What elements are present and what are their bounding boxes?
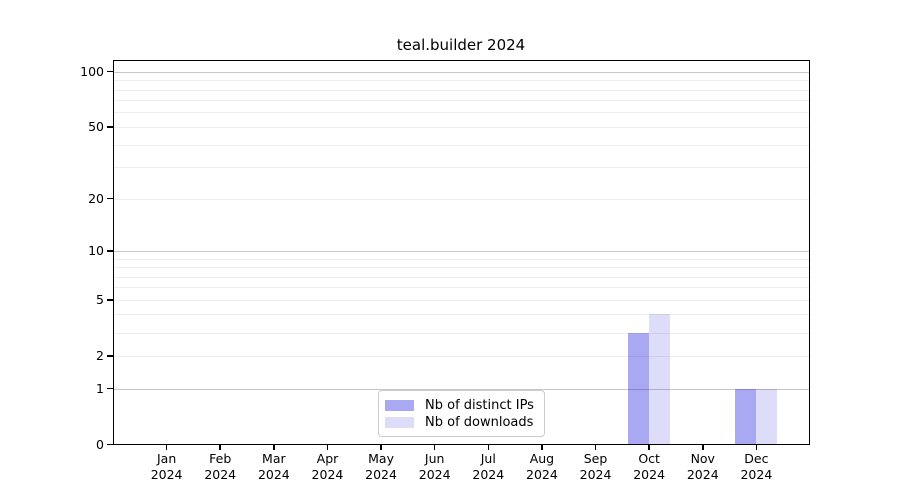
- minor-gridline: [113, 276, 810, 278]
- y-axis-tick-label: 2: [96, 347, 104, 363]
- x-axis-tick-label: Aug 2024: [512, 451, 572, 482]
- minor-gridline: [113, 89, 810, 91]
- y-axis-tick-label: 100: [80, 63, 104, 79]
- month-label: Jul: [480, 451, 496, 466]
- x-axis-tick-label: May 2024: [351, 451, 411, 482]
- year-label: 2024: [579, 466, 612, 482]
- y-axis-tick: [107, 299, 113, 301]
- year-label: 2024: [257, 466, 290, 482]
- month-label: May: [368, 451, 394, 466]
- year-label: 2024: [526, 466, 558, 482]
- x-axis-tick: [219, 444, 221, 450]
- month-label: Oct: [638, 451, 660, 466]
- plot-area-frame: [113, 60, 810, 445]
- x-axis-tick: [433, 444, 436, 450]
- year-label: 2024: [740, 466, 773, 482]
- year-label: 2024: [472, 466, 505, 482]
- minor-gridline: [113, 287, 810, 289]
- y-axis-tick: [107, 70, 113, 73]
- minor-gridline: [113, 299, 810, 301]
- y-axis-tick-label: 50: [88, 118, 104, 134]
- legend-box: Nb of distinct IPs Nb of downloads: [378, 390, 545, 437]
- y-axis-tick-label: 0: [96, 436, 104, 452]
- minor-gridline: [113, 126, 810, 128]
- x-axis-tick-label: Jun 2024: [405, 451, 465, 482]
- year-label: 2024: [418, 466, 451, 482]
- y-axis-tick-label: 10: [88, 242, 104, 258]
- x-axis-tick-label: Jul 2024: [458, 451, 518, 482]
- legend-label: Nb of distinct IPs: [425, 397, 534, 413]
- bar-downloads: [649, 314, 671, 445]
- x-axis-tick-label: Apr 2024: [297, 451, 357, 482]
- month-label: Jan: [156, 451, 177, 466]
- legend-swatch: [385, 399, 414, 411]
- month-label: Aug: [529, 451, 555, 466]
- x-axis-tick: [165, 444, 168, 450]
- x-axis-tick-label: Mar 2024: [244, 451, 304, 482]
- x-axis-tick: [702, 444, 704, 450]
- month-label: Feb: [209, 451, 232, 466]
- minor-gridline: [113, 144, 810, 146]
- minor-gridline: [113, 314, 810, 316]
- minor-gridline: [113, 167, 810, 169]
- y-axis-tick-label: 20: [88, 190, 104, 206]
- month-label: Apr: [316, 451, 339, 466]
- year-label: 2024: [633, 466, 666, 482]
- legend-swatch: [385, 416, 414, 428]
- year-label: 2024: [311, 466, 344, 482]
- x-axis-tick: [541, 444, 543, 450]
- year-label: 2024: [686, 466, 719, 482]
- x-axis-tick-label: Sep 2024: [566, 451, 626, 482]
- y-axis-tick-label: 5: [96, 291, 104, 307]
- y-axis-tick: [107, 126, 113, 128]
- legend-item: Nb of downloads: [385, 414, 536, 430]
- y-axis-tick: [107, 387, 113, 390]
- minor-gridline: [113, 198, 810, 200]
- year-label: 2024: [150, 466, 183, 482]
- legend-item: Nb of distinct IPs: [385, 397, 536, 413]
- x-axis-tick: [648, 444, 650, 450]
- x-axis-tick-label: Feb 2024: [190, 451, 250, 482]
- x-axis-tick-label: Nov 2024: [673, 451, 733, 482]
- month-label: Nov: [690, 451, 715, 466]
- minor-gridline: [113, 100, 810, 102]
- bar-distinct-ips: [628, 332, 650, 445]
- major-gridline: [113, 388, 810, 390]
- y-axis-tick: [107, 250, 113, 252]
- month-label: Dec: [744, 451, 769, 466]
- x-axis-tick: [326, 444, 329, 450]
- bar-downloads: [756, 388, 778, 445]
- minor-gridline: [113, 258, 810, 260]
- month-label: Jun: [424, 451, 445, 466]
- y-axis-tick: [107, 197, 113, 200]
- chart-title: teal.builder 2024: [396, 36, 526, 54]
- year-label: 2024: [204, 466, 237, 482]
- x-axis-tick: [380, 444, 382, 450]
- month-label: Mar: [262, 451, 286, 466]
- month-label: Sep: [583, 451, 608, 466]
- x-axis-tick-label: Jan 2024: [137, 451, 197, 482]
- legend-label: Nb of downloads: [425, 414, 534, 430]
- x-axis-tick-label: Oct 2024: [619, 451, 679, 482]
- x-axis-tick: [487, 444, 490, 450]
- x-axis-tick: [755, 444, 758, 450]
- x-axis-tick: [594, 444, 597, 450]
- minor-gridline: [113, 80, 810, 82]
- y-axis-tick-label: 1: [96, 380, 104, 396]
- year-label: 2024: [365, 466, 397, 482]
- major-gridline: [113, 71, 810, 73]
- y-axis-tick: [107, 355, 113, 357]
- x-axis-tick-label: Dec 2024: [726, 451, 786, 482]
- bar-distinct-ips: [735, 388, 757, 445]
- minor-gridline: [113, 355, 810, 357]
- minor-gridline: [113, 332, 810, 334]
- major-gridline: [113, 250, 810, 252]
- minor-gridline: [113, 267, 810, 268]
- y-axis-tick: [107, 443, 113, 446]
- minor-gridline: [113, 112, 810, 114]
- x-axis-tick: [273, 444, 275, 450]
